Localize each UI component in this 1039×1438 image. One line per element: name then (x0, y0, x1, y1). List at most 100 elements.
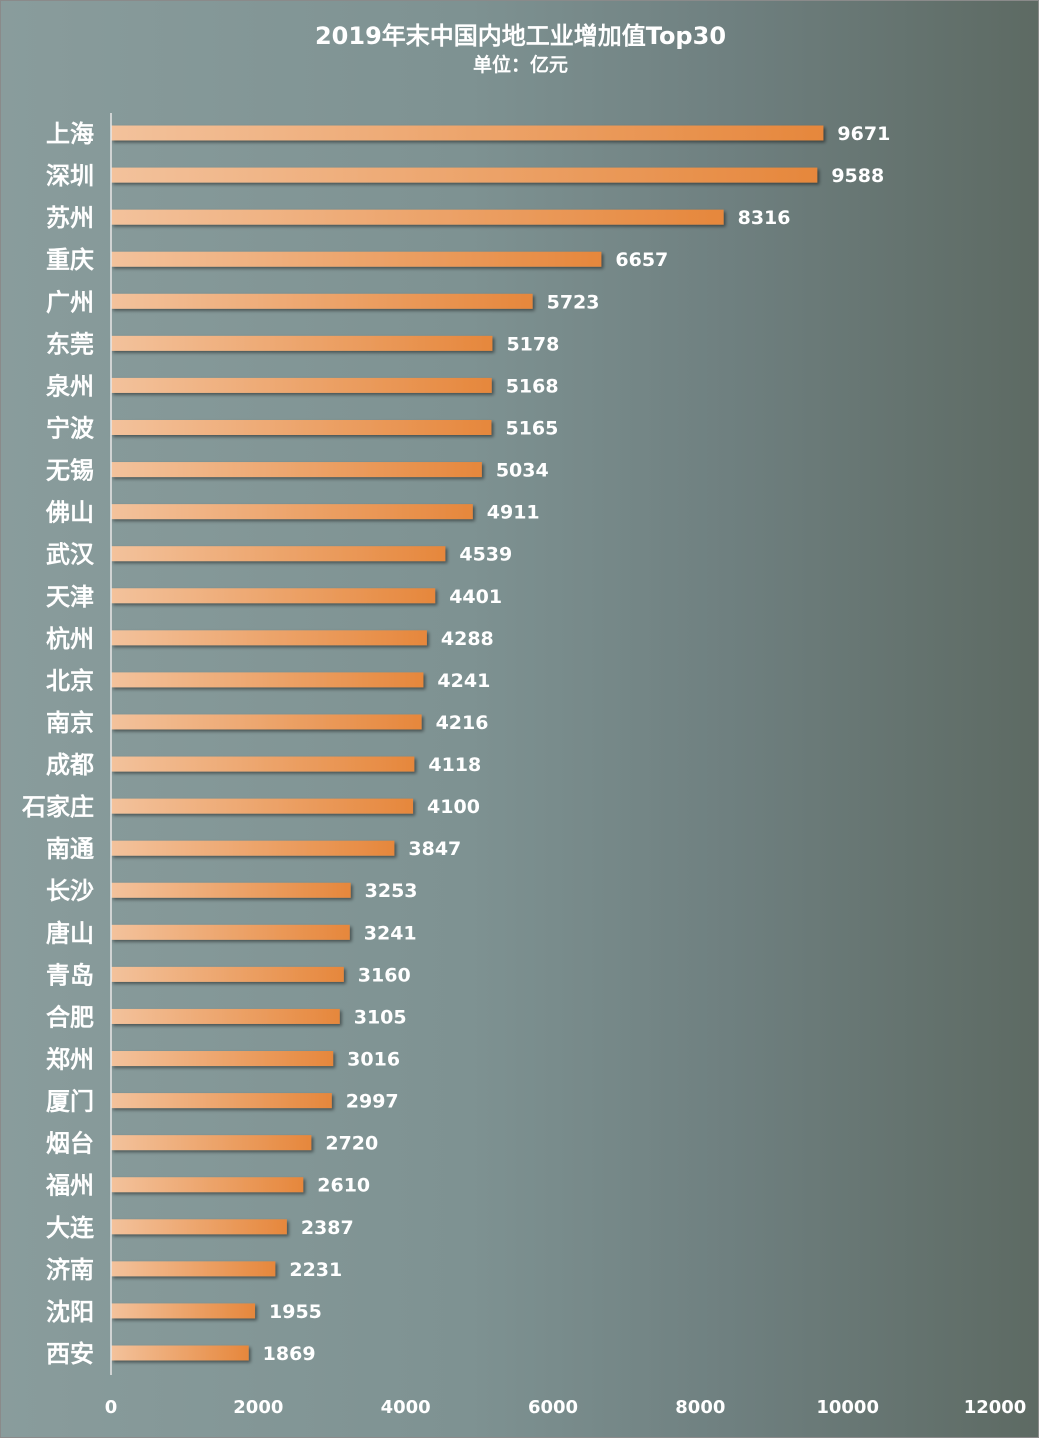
bar (111, 1093, 332, 1109)
bar (111, 756, 415, 772)
bar (111, 1135, 312, 1151)
data-label: 4100 (427, 796, 480, 818)
bars-layer (111, 125, 824, 1361)
category-label: 长沙 (46, 877, 94, 905)
category-label: 深圳 (46, 162, 94, 190)
category-label: 天津 (46, 583, 94, 611)
data-label: 3105 (354, 1006, 407, 1028)
category-label: 福州 (45, 1172, 94, 1200)
x-tick-label: 6000 (528, 1397, 578, 1418)
bar (111, 209, 724, 225)
bar (111, 335, 493, 351)
data-label: 4118 (428, 754, 481, 776)
data-label: 4539 (459, 544, 512, 566)
bar (111, 462, 482, 478)
data-label: 2387 (301, 1217, 354, 1239)
category-label: 南京 (46, 709, 94, 737)
bar (111, 672, 424, 688)
bar (111, 167, 818, 183)
category-label: 合肥 (46, 1003, 94, 1031)
data-label: 4288 (441, 628, 494, 650)
bar (111, 1303, 256, 1319)
category-labels: 上海深圳苏州重庆广州东莞泉州宁波无锡佛山武汉天津杭州北京南京成都石家庄南通长沙唐… (21, 120, 95, 1368)
category-label: 泉州 (46, 372, 94, 400)
x-tick-label: 12000 (964, 1397, 1027, 1418)
category-label: 苏州 (46, 204, 94, 232)
x-tick-label: 0 (105, 1397, 118, 1418)
category-label: 北京 (46, 667, 94, 695)
chart-title: 2019年末中国内地工业增加值Top30 (314, 22, 727, 50)
category-label: 烟台 (46, 1130, 94, 1158)
data-label: 3160 (358, 964, 411, 986)
bar (111, 714, 422, 730)
bar (111, 1177, 304, 1193)
bar (111, 1008, 340, 1024)
category-label: 武汉 (46, 541, 95, 569)
category-label: 青岛 (46, 961, 94, 989)
bar (111, 798, 414, 814)
x-tick-label: 4000 (381, 1397, 431, 1418)
x-tick-label: 2000 (233, 1397, 283, 1418)
category-label: 郑州 (46, 1046, 94, 1074)
bar (111, 1261, 276, 1277)
data-label: 8316 (738, 207, 791, 229)
category-label: 济南 (46, 1256, 94, 1284)
data-label: 3016 (347, 1049, 400, 1071)
data-label: 4911 (487, 502, 540, 524)
category-label: 宁波 (46, 414, 95, 442)
category-label: 沈阳 (46, 1298, 94, 1326)
bar (111, 588, 436, 604)
data-label: 1869 (263, 1343, 316, 1365)
bar (111, 966, 344, 982)
bar (111, 251, 602, 267)
bar (111, 882, 351, 898)
x-tick-label: 10000 (816, 1397, 879, 1418)
category-label: 石家庄 (21, 793, 94, 821)
data-label: 4241 (437, 670, 490, 692)
data-label: 2997 (346, 1091, 399, 1113)
category-label: 厦门 (46, 1088, 94, 1116)
data-label: 5178 (506, 333, 559, 355)
data-label: 4216 (436, 712, 489, 734)
category-label: 无锡 (46, 457, 94, 485)
data-label: 9671 (837, 123, 890, 145)
category-label: 杭州 (46, 625, 94, 653)
category-label: 唐山 (46, 919, 94, 947)
category-label: 东莞 (46, 330, 94, 358)
value-labels: 9671 9588 8316 6657 5723 5178 5168 5165 5034 4911… (263, 123, 891, 1365)
data-label: 9588 (831, 165, 884, 187)
data-label: 2610 (317, 1175, 370, 1197)
data-label: 5168 (506, 375, 559, 397)
category-label: 上海 (46, 120, 94, 148)
data-label: 2231 (289, 1259, 342, 1281)
data-label: 3847 (408, 838, 461, 860)
bar (111, 419, 492, 435)
data-label: 6657 (615, 249, 668, 271)
category-label: 大连 (46, 1214, 95, 1242)
bar (111, 1219, 287, 1235)
bar (111, 377, 492, 393)
chart-subtitle: 单位：亿元 (472, 54, 568, 76)
category-label: 西安 (46, 1340, 94, 1368)
bar (111, 504, 473, 520)
bar (111, 293, 533, 309)
data-label: 5165 (505, 417, 558, 439)
category-label: 南通 (46, 835, 94, 863)
bar (111, 630, 427, 646)
x-axis-ticks: 0 2000 4000 6000 8000 10000 12000 (105, 1397, 1027, 1418)
bar (111, 1345, 249, 1361)
data-label: 3241 (364, 922, 417, 944)
category-label: 广州 (46, 288, 94, 316)
x-tick-label: 8000 (675, 1397, 725, 1418)
data-label: 2720 (325, 1133, 378, 1155)
data-label: 5034 (496, 460, 549, 482)
category-label: 佛山 (45, 499, 94, 527)
bar (111, 840, 395, 856)
bar (111, 924, 350, 940)
bar (111, 1051, 334, 1067)
category-label: 重庆 (46, 246, 94, 274)
data-label: 4401 (449, 586, 502, 608)
data-label: 5723 (547, 291, 600, 313)
